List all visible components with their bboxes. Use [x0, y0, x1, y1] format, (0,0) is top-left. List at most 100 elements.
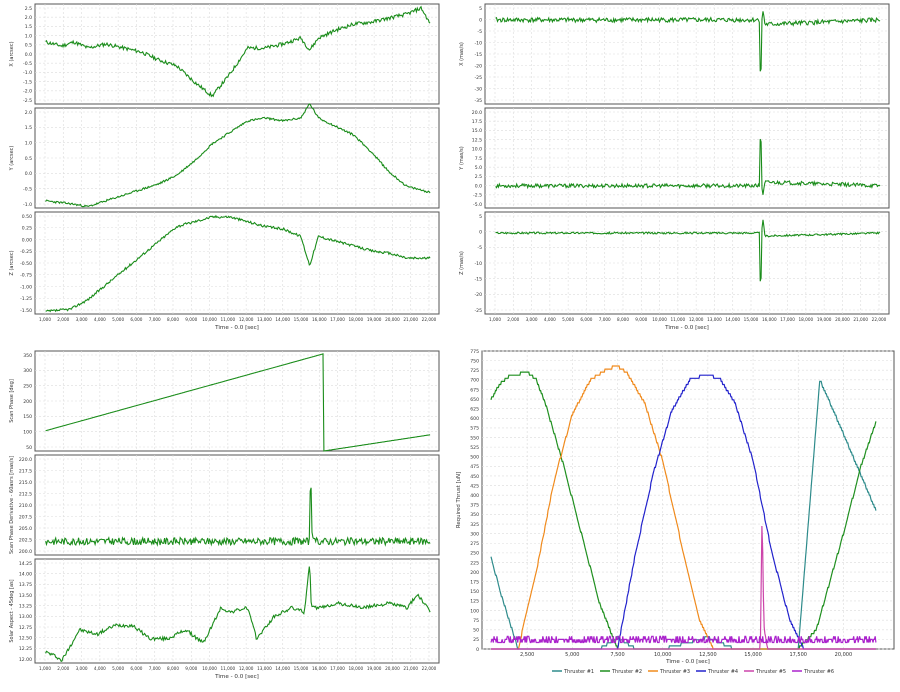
chart-panel-top-right: 5 0 -5 -10 -15 -20 -25 -30 -35 X (mas/s) 20.0 17.5 1…: [450, 0, 895, 335]
y-tick-label: 175: [470, 580, 479, 586]
y-tick-label: 12.75: [19, 625, 32, 631]
y-tick-label: 14.00: [19, 571, 32, 577]
x-tick-label: 6,000: [580, 317, 592, 322]
y-axis-label: Y (mas/s): [459, 146, 465, 170]
y-tick-label: 13.50: [19, 593, 32, 599]
y-tick-label: 12.5: [472, 137, 482, 143]
y-tick-label: 500: [470, 455, 479, 461]
y-tick-label: 2.0: [25, 15, 32, 21]
y-tick-label: -15: [474, 276, 482, 282]
x-tick-label: 17,000: [780, 317, 795, 322]
y-tick-label: -2.0: [23, 89, 32, 95]
y-tick-label: 425: [470, 483, 479, 489]
x-tick-label: 2,000: [57, 317, 69, 322]
series-line-thruster-6: [490, 635, 877, 644]
y-axis-label: Y (arcsec): [9, 146, 15, 172]
x-tick-label: 9,000: [635, 317, 647, 322]
y-tick-label: 12.25: [19, 646, 32, 652]
x-tick-label: 11,000: [221, 666, 236, 671]
series-line-data: [45, 214, 431, 313]
y-tick-label: 15.0: [472, 128, 482, 134]
x-tick-label: 21,000: [403, 666, 418, 671]
y-tick-label: 400: [470, 493, 479, 499]
x-tick-label: 2,000: [507, 317, 519, 322]
series-line-data: [45, 5, 431, 98]
y-axis-label: Required Thrust [uN]: [456, 472, 462, 528]
y-tick-label: 75: [473, 618, 479, 624]
y-tick-label: 550: [470, 435, 479, 441]
y-tick-label: -15: [474, 52, 482, 58]
plot-area: [481, 350, 895, 650]
y-tick-label: 207.5: [19, 514, 32, 520]
y-tick-label: 50: [473, 628, 479, 634]
series-line-data: [495, 138, 881, 195]
y-tick-label: 150: [470, 589, 479, 595]
x-tick-label: 7,000: [149, 317, 161, 322]
x-tick-label: 5,000: [565, 652, 579, 658]
y-tick-label: 275: [470, 541, 479, 547]
y-tick-label: 625: [470, 406, 479, 412]
x-tick-label: 13,000: [257, 666, 272, 671]
x-tick-label: 9,000: [185, 666, 197, 671]
y-tick-label: 13.25: [19, 603, 32, 609]
x-tick-label: 13,000: [707, 317, 722, 322]
x-tick-label: 22,000: [422, 666, 437, 671]
x-tick-label: 15,000: [744, 652, 762, 658]
x-tick-label: 22,000: [422, 317, 437, 322]
x-tick-label: 10,000: [652, 317, 667, 322]
x-tick-label: 5,000: [112, 666, 124, 671]
y-tick-label: 0.00: [22, 237, 32, 243]
y-tick-label: -30: [474, 86, 482, 92]
x-tick-label: 20,000: [385, 666, 400, 671]
x-tick-label: 12,000: [239, 666, 254, 671]
y-tick-label: 575: [470, 426, 479, 432]
x-tick-label: 4,000: [94, 317, 106, 322]
x-tick-label: 14,000: [725, 317, 740, 322]
series-line-data: [45, 103, 431, 208]
y-tick-label: 20.0: [472, 110, 482, 116]
y-tick-label: 775: [470, 349, 479, 355]
y-tick-label: -35: [474, 98, 482, 104]
series-line-data: [495, 219, 881, 282]
x-tick-label: 12,500: [699, 652, 717, 658]
x-tick-label: 6,000: [130, 666, 142, 671]
x-tick-label: 10,000: [654, 652, 672, 658]
y-axis-label: Scan Phase Derivative - 60asrs [mas/s]: [9, 456, 15, 554]
y-tick-label: 200: [23, 399, 32, 405]
x-tick-label: 3,000: [76, 317, 88, 322]
x-tick-label: 8,000: [167, 317, 179, 322]
y-tick-label: 215.0: [19, 480, 32, 486]
chart-svg-bottom-right: 7757507257006756506256005755505255004754…: [456, 349, 895, 675]
x-tick-label: 20,000: [385, 317, 400, 322]
y-tick-label: -2.5: [473, 193, 482, 199]
y-axis-label: X (arcsec): [9, 41, 15, 66]
x-tick-label: 18,000: [349, 666, 364, 671]
y-tick-label: -1.0: [23, 70, 32, 76]
x-tick-label: 16,000: [312, 666, 327, 671]
y-tick-label: 14.25: [19, 561, 32, 567]
y-tick-label: 1.5: [25, 125, 32, 131]
x-tick-label: 8,000: [167, 666, 179, 671]
y-tick-label: 325: [470, 522, 479, 528]
y-tick-label: -5.0: [473, 202, 482, 208]
x-tick-label: 3,000: [526, 317, 538, 322]
y-tick-label: 13.75: [19, 582, 32, 588]
y-tick-label: -1.00: [20, 284, 32, 290]
x-axis-label: Time - 0.0 [sec]: [214, 674, 259, 680]
y-tick-label: 220.0: [19, 457, 32, 463]
y-tick-label: 700: [470, 378, 479, 384]
x-tick-label: 22,000: [872, 317, 887, 322]
legend-label: Thruster #3: [659, 669, 690, 675]
y-axis-label: Z (mas/s): [459, 251, 465, 275]
y-tick-label: 225: [470, 560, 479, 566]
y-tick-label: 12.00: [19, 657, 32, 663]
y-tick-label: 2.0: [25, 110, 32, 116]
x-tick-label: 14,000: [275, 666, 290, 671]
y-tick-label: 100: [23, 429, 32, 435]
y-tick-label: 5: [479, 6, 482, 12]
y-tick-label: 100: [470, 608, 479, 614]
x-tick-label: 1,000: [39, 317, 51, 322]
y-tick-label: 375: [470, 503, 479, 509]
x-tick-label: 16,000: [312, 317, 327, 322]
x-tick-label: 3,000: [76, 666, 88, 671]
